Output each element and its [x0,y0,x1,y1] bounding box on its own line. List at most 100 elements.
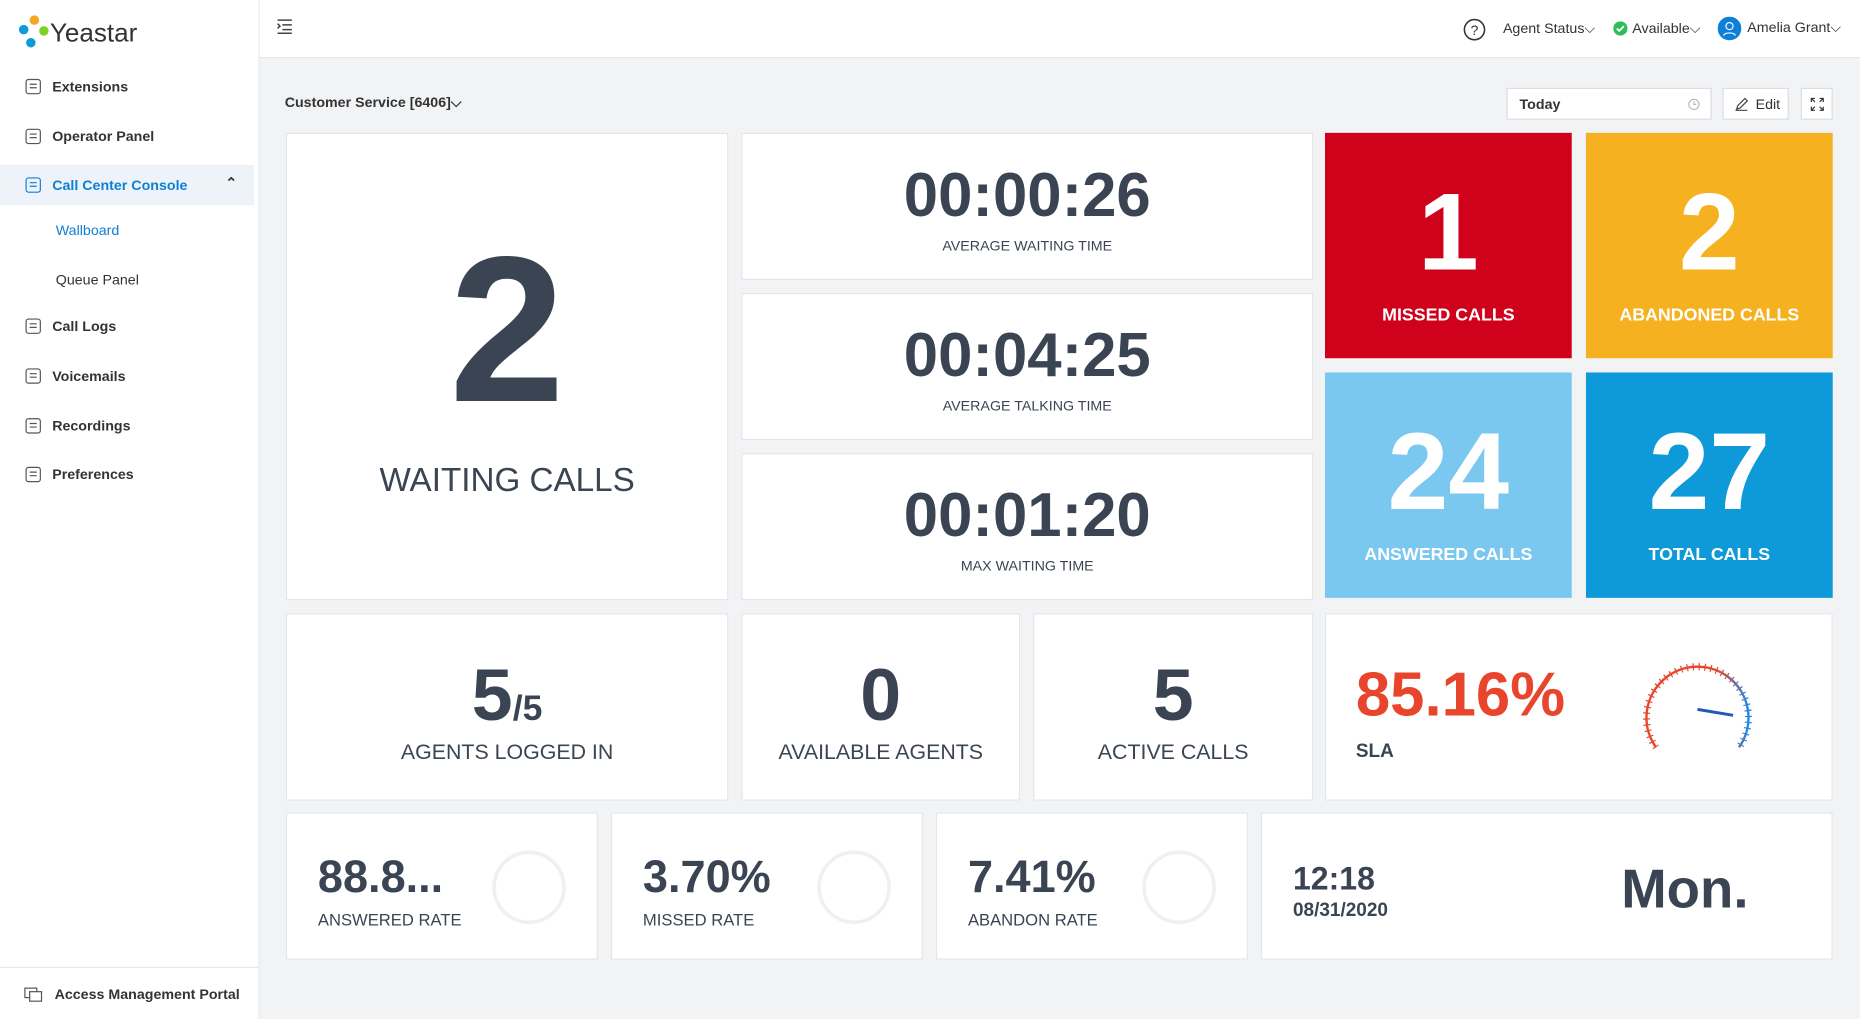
help-icon[interactable]: ? [1463,18,1487,42]
agent-status-menu[interactable]: Agent Status⌵ [1502,20,1596,37]
sidebar: Yeastar Extensions Operator Panel Call Cen… [0,0,260,1019]
menu-icon [25,318,41,334]
menu-icon [25,177,41,193]
rate-ring [817,850,891,925]
menu-label: Extensions [52,78,129,95]
count-value: 27 [1648,411,1771,533]
clock-tile: 12:18 08/31/2020 Mon. [1260,812,1833,960]
count-label: MISSED CALLS [1382,304,1515,326]
sla-tile: 85.16% SLA [1325,613,1833,801]
clock-date: 08/31/2020 [1292,900,1388,921]
menu-item[interactable]: Preferences [0,454,254,494]
waiting-calls-value: 2 [449,214,565,447]
sla-value: 85.16% [1355,660,1566,730]
status-menu[interactable]: Available⌵ [1632,20,1701,37]
menu-item[interactable]: Call Logs [0,306,254,346]
stat-value: 5 [1152,654,1194,737]
collapse-menu[interactable] [276,18,293,35]
rate-value: 88.8... [317,852,444,903]
stat-label: AVAILABLE AGENTS [778,740,984,764]
menu-label: Call Center Console [52,176,188,194]
waiting-calls-tile: 2 WAITING CALLS [285,132,729,601]
fullscreen-button[interactable] [1800,87,1833,120]
time-tile: 00:00:26 AVERAGE WAITING TIME [741,132,1314,280]
menu-icon [25,78,41,95]
count-tile: 2 ABANDONED CALLS [1585,132,1833,359]
menu-label: Preferences [52,466,134,483]
stat-value: 0 [860,654,902,737]
menu-item[interactable]: Voicemails [0,356,254,396]
available-agents-tile: 0 AVAILABLE AGENTS [741,613,1021,801]
rate-label: MISSED RATE [642,909,755,929]
rate-value: 7.41% [967,852,1096,903]
count-value: 24 [1387,411,1510,533]
rate-value: 3.70% [642,852,771,903]
count-label: ABANDONED CALLS [1619,304,1800,326]
time-tile: 00:01:20 MAX WAITING TIME [741,453,1314,601]
portal-link[interactable]: Access Management Portal [54,985,240,1003]
submenu-item[interactable]: Wallboard [55,221,120,239]
menu-icon [25,418,41,434]
rate-ring [1142,850,1216,925]
agents-logged-in-label: AGENTS LOGGED IN [400,740,614,764]
date-range: Today [1519,96,1561,113]
clock-day: Mon. [1621,857,1749,920]
menu-icon [25,128,41,145]
fullscreen-icon [1810,97,1824,111]
portal-icon [24,987,43,1002]
rate-ring [492,850,566,925]
menu-item[interactable]: Operator Panel [0,116,254,156]
header: ? Agent Status⌵ Available⌵ Amelia Grant⌵ [259,0,1860,59]
rate-tile: 3.70% MISSED RATE [610,812,923,960]
svg-text:?: ? [1471,23,1479,39]
time-value: 00:01:20 [903,481,1151,551]
user-name: Amelia Grant [1747,18,1831,36]
count-tile: 24 ANSWERED CALLS [1325,372,1572,598]
count-label: TOTAL CALLS [1648,544,1771,565]
count-tile: 27 TOTAL CALLS [1585,372,1833,598]
status-check [1613,21,1628,36]
menu-item[interactable]: Recordings [0,406,254,446]
edit-button[interactable]: Edit [1722,87,1789,120]
agents-total: /5 [512,689,543,729]
count-value: 1 [1418,172,1479,293]
clock-icon [1688,98,1700,111]
submenu-item[interactable]: Queue Panel [55,271,139,289]
agent-status: Agent Status [1502,20,1585,37]
edit-icon [1735,97,1749,111]
menu-label: Recordings [52,417,131,435]
rate-tile: 88.8... ANSWERED RATE [285,812,598,960]
count-tile: 1 MISSED CALLS [1325,132,1572,359]
stat-label: ACTIVE CALLS [1097,740,1249,764]
time-value: 00:04:25 [903,321,1151,391]
queue-select[interactable]: Customer Service [6406]⌵ [284,93,462,111]
agents-logged-in-value: 5/5 [287,659,727,734]
logo-icon [18,15,49,48]
sla-gauge [1642,663,1752,750]
active-calls-tile: 5 ACTIVE CALLS [1033,613,1314,801]
menu-label: Voicemails [52,367,126,385]
menu-label: Operator Panel [52,128,155,145]
menu-item[interactable]: Call Center Console ⌃ [0,164,254,206]
edit-label: Edit [1755,96,1781,113]
time-value: 00:00:26 [903,161,1151,231]
brand: Yeastar [49,17,138,48]
time-label: AVERAGE WAITING TIME [942,237,1113,254]
rate-label: ANSWERED RATE [317,909,462,929]
expand-arrow: ⌃ [225,174,238,191]
rate-label: ABANDON RATE [967,909,1098,929]
time-label: AVERAGE TALKING TIME [942,397,1112,414]
menu-icon [25,466,41,483]
agents-logged-in-tile: 5/5 AGENTS LOGGED IN [285,613,729,801]
sla-label: SLA [1355,741,1394,762]
user-menu[interactable]: Amelia Grant⌵ [1747,18,1842,36]
queue-name: Customer Service [6406] [284,93,451,111]
rate-tile: 7.41% ABANDON RATE [935,812,1248,960]
clock-time: 12:18 [1292,861,1375,897]
menu-item[interactable]: Extensions [0,66,254,106]
date-range-select[interactable]: Today [1506,87,1712,120]
menu-icon [25,368,41,384]
time-label: MAX WAITING TIME [960,557,1094,575]
